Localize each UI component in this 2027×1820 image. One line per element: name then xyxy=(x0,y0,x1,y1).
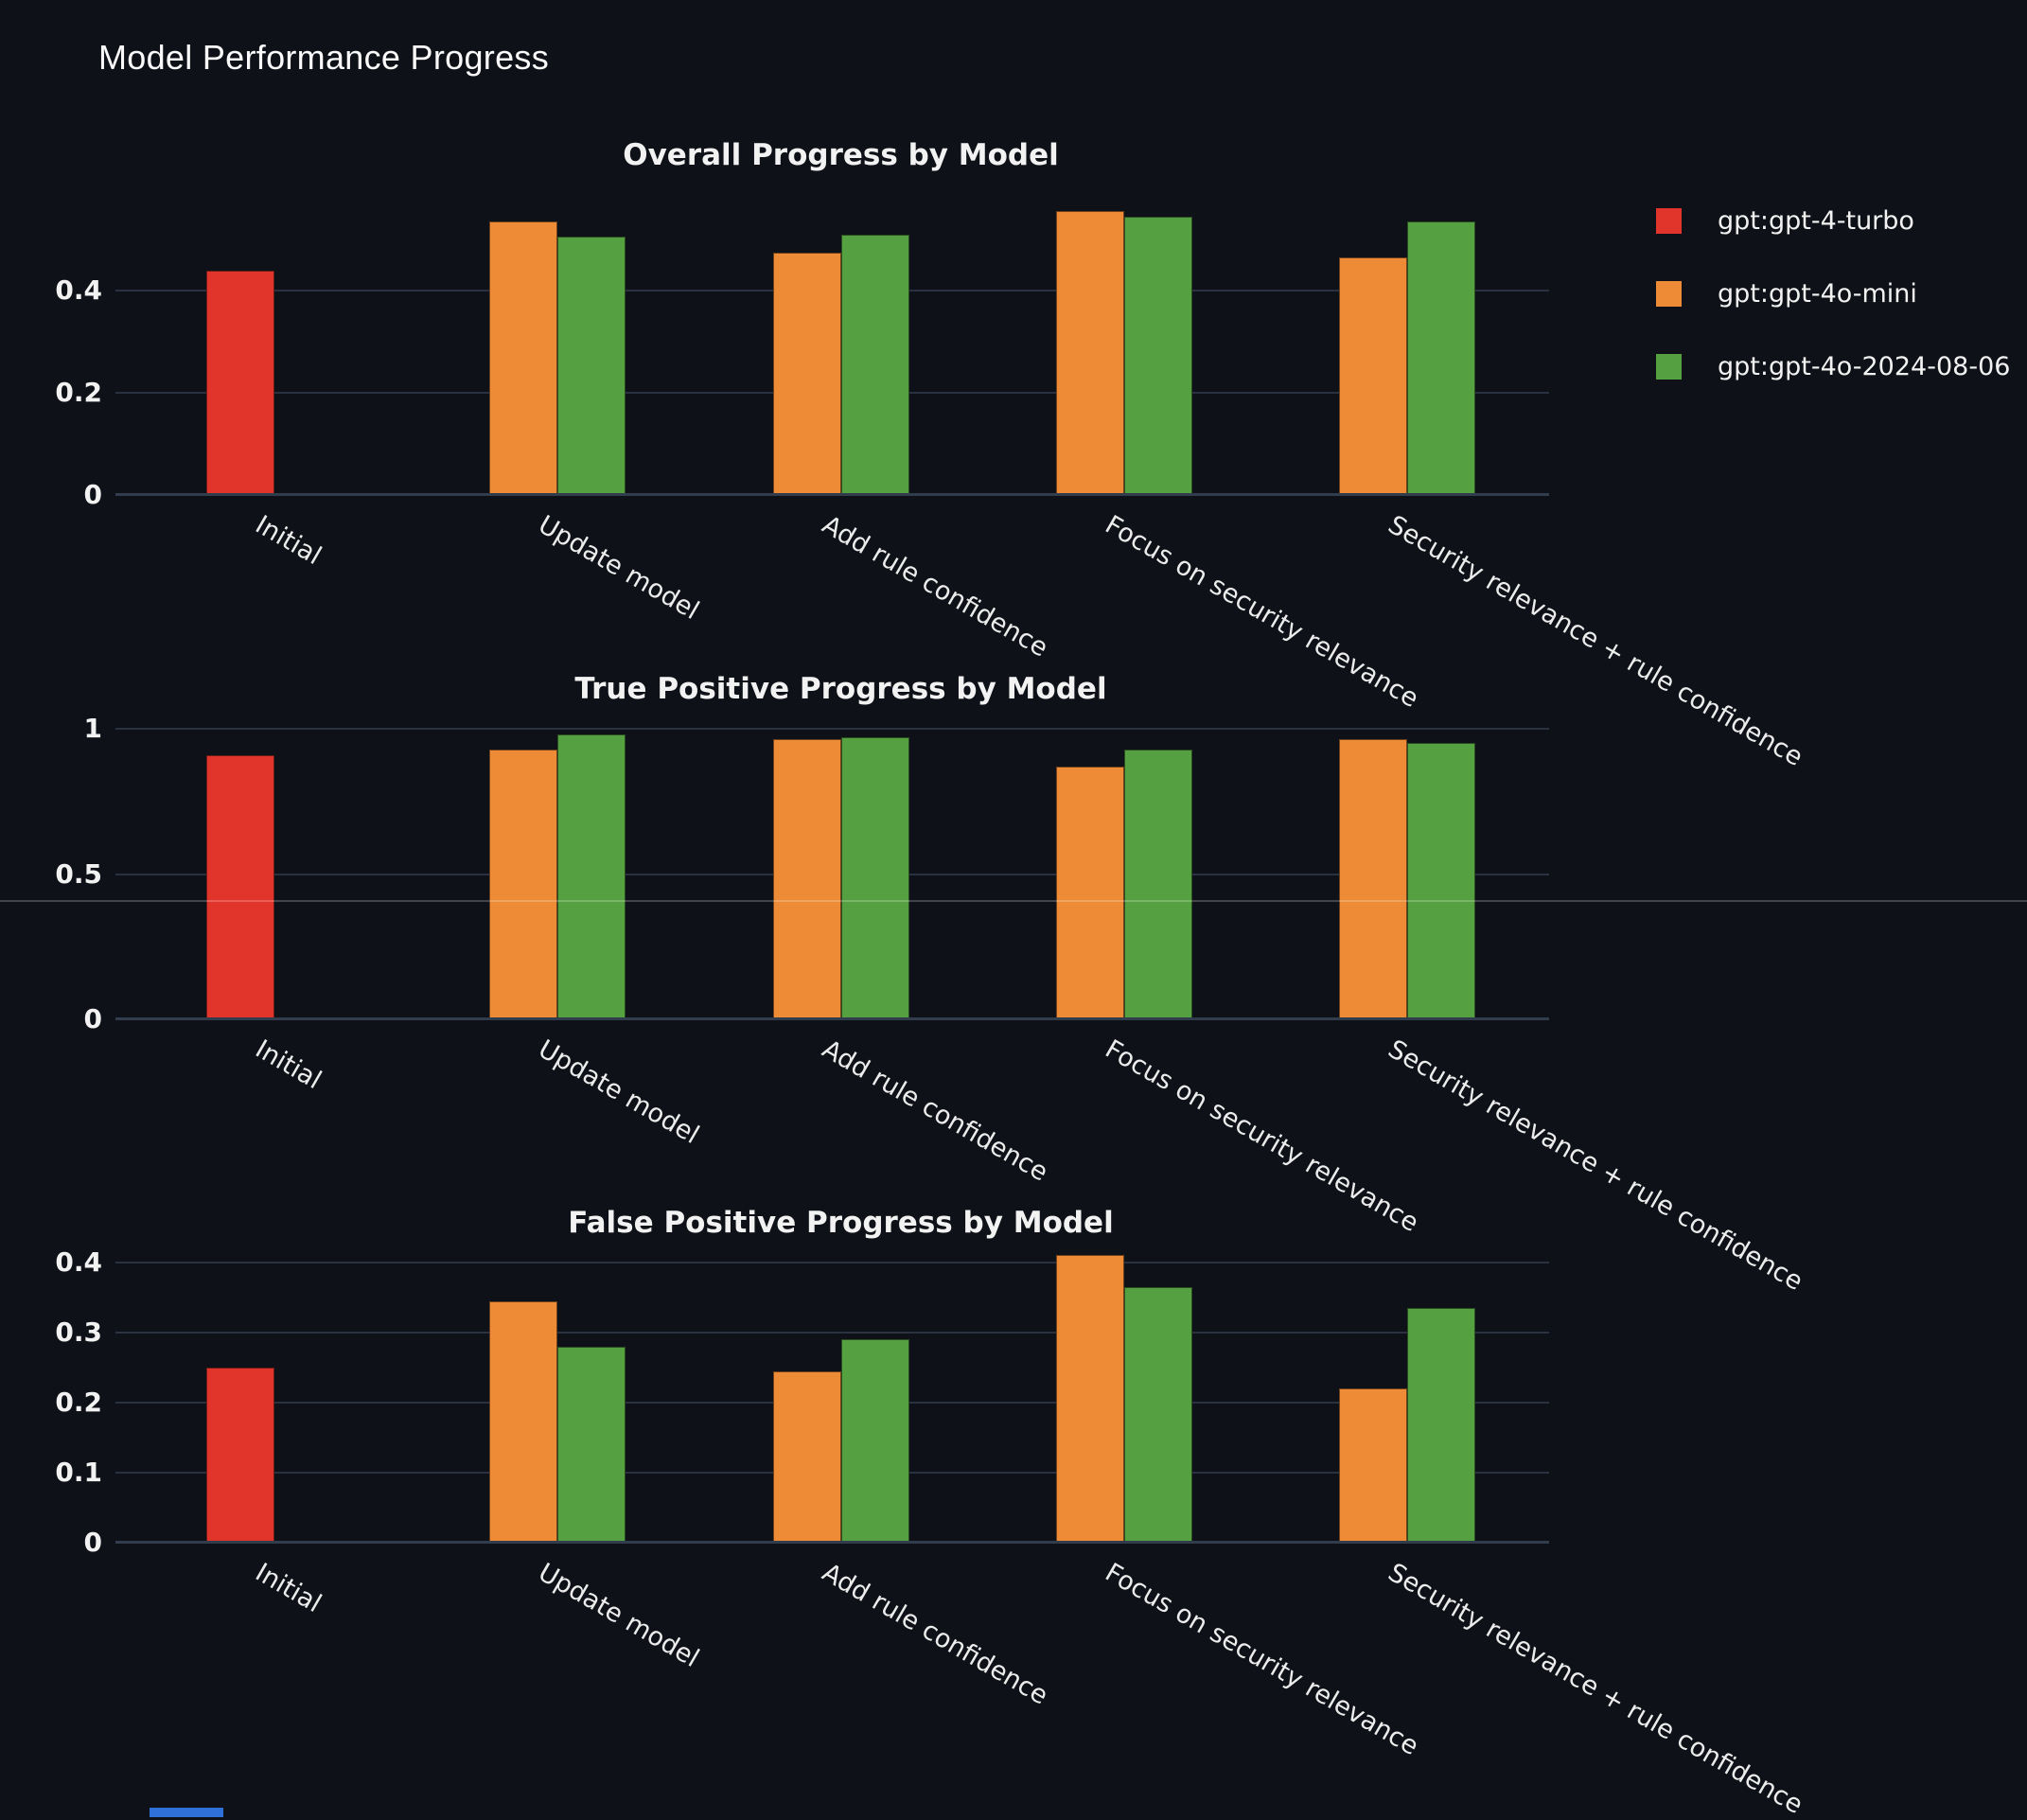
bar-orange xyxy=(773,253,841,495)
gridline xyxy=(115,1261,1549,1263)
bar-orange xyxy=(1056,211,1124,495)
y-tick-label: 0.4 xyxy=(55,274,102,307)
bar-green xyxy=(841,1339,909,1543)
bar-orange xyxy=(1339,739,1407,1019)
y-tick-label: 0.2 xyxy=(55,377,102,409)
legend-label: gpt:gpt-4o-2024-08-06 xyxy=(1718,352,2011,381)
bar-orange xyxy=(1056,767,1124,1019)
taskbar-fragment xyxy=(150,1808,223,1817)
x-tick-label: Update model xyxy=(533,1034,704,1151)
gridline xyxy=(115,728,1549,731)
y-tick-label: 0.2 xyxy=(55,1386,102,1418)
x-tick-label: Update model xyxy=(533,1558,704,1674)
plot-area: 0 0.1 0.2 0.3 0.4 Initial Update model Add rule… xyxy=(55,1247,1807,1820)
y-tick-label: 0.1 xyxy=(55,1456,102,1488)
bar-red xyxy=(206,755,274,1019)
bar-green xyxy=(1124,750,1192,1019)
legend-item: gpt:gpt-4-turbo xyxy=(1656,206,2010,236)
page-title: Model Performance Progress xyxy=(98,38,549,77)
legend-swatch-orange xyxy=(1656,281,1682,307)
horizontal-seam-line xyxy=(0,900,2027,902)
bar-orange xyxy=(1056,1255,1124,1543)
y-tick-label: 0 xyxy=(83,1003,102,1034)
legend-item: gpt:gpt-4o-mini xyxy=(1656,279,2010,309)
bar-orange xyxy=(489,221,557,495)
legend-label: gpt:gpt-4-turbo xyxy=(1718,206,1914,236)
bar-red xyxy=(206,271,274,495)
bar-green xyxy=(1407,743,1475,1019)
bar-green xyxy=(557,237,626,495)
x-tick-label: Add rule confidence xyxy=(817,1034,1053,1188)
x-tick-label: Update model xyxy=(533,510,704,627)
legend-swatch-green xyxy=(1656,354,1682,380)
chart-title: Overall Progress by Model xyxy=(623,138,1059,172)
y-tick-label: 1 xyxy=(83,713,102,745)
x-tick-label: Initial xyxy=(250,1034,326,1096)
x-tick-label: Add rule confidence xyxy=(817,1558,1053,1711)
gridline xyxy=(115,1331,1549,1334)
x-axis-line xyxy=(115,1541,1549,1544)
x-tick-label: Initial xyxy=(250,510,326,572)
x-tick-label: Security relevance + rule confidence xyxy=(1383,1558,1808,1820)
plot-area: 0 0.2 0.4 Initial Update model Add rule confi… xyxy=(55,199,1807,772)
y-tick-label: 0 xyxy=(83,1527,102,1558)
bar-green xyxy=(557,1347,626,1543)
legend-label: gpt:gpt-4o-mini xyxy=(1718,279,1917,309)
x-axis-line xyxy=(115,1017,1549,1020)
x-tick-label: Initial xyxy=(250,1558,326,1619)
chart-title: True Positive Progress by Model xyxy=(574,672,1107,706)
y-tick-label: 0.3 xyxy=(55,1316,102,1348)
x-tick-label: Add rule confidence xyxy=(817,510,1053,663)
y-tick-label: 0.5 xyxy=(55,857,102,890)
x-tick-label: Focus on security relevance xyxy=(1100,1558,1424,1762)
bar-orange xyxy=(1339,1388,1407,1543)
plot-area: 0 0.5 1 Initial Update model Add rule confide… xyxy=(55,715,1807,1297)
bar-orange xyxy=(1339,257,1407,495)
legend: gpt:gpt-4-turbo gpt:gpt-4o-mini gpt:gpt-4o… xyxy=(1656,206,2010,381)
bar-green xyxy=(841,235,909,495)
legend-swatch-red xyxy=(1656,208,1682,234)
x-axis-line xyxy=(115,493,1549,496)
bar-red xyxy=(206,1368,274,1543)
bar-orange xyxy=(489,1301,557,1543)
bar-green xyxy=(557,734,626,1019)
bar-green xyxy=(1407,221,1475,495)
bar-green xyxy=(1124,217,1192,495)
bar-orange xyxy=(773,739,841,1019)
y-tick-label: 0.4 xyxy=(55,1246,102,1278)
bar-green xyxy=(1124,1287,1192,1543)
chart-title: False Positive Progress by Model xyxy=(568,1206,1114,1240)
bar-green xyxy=(1407,1308,1475,1543)
y-tick-label: 0 xyxy=(83,479,102,510)
bar-orange xyxy=(489,750,557,1019)
legend-item: gpt:gpt-4o-2024-08-06 xyxy=(1656,352,2010,381)
bar-green xyxy=(841,737,909,1019)
bar-orange xyxy=(773,1371,841,1543)
